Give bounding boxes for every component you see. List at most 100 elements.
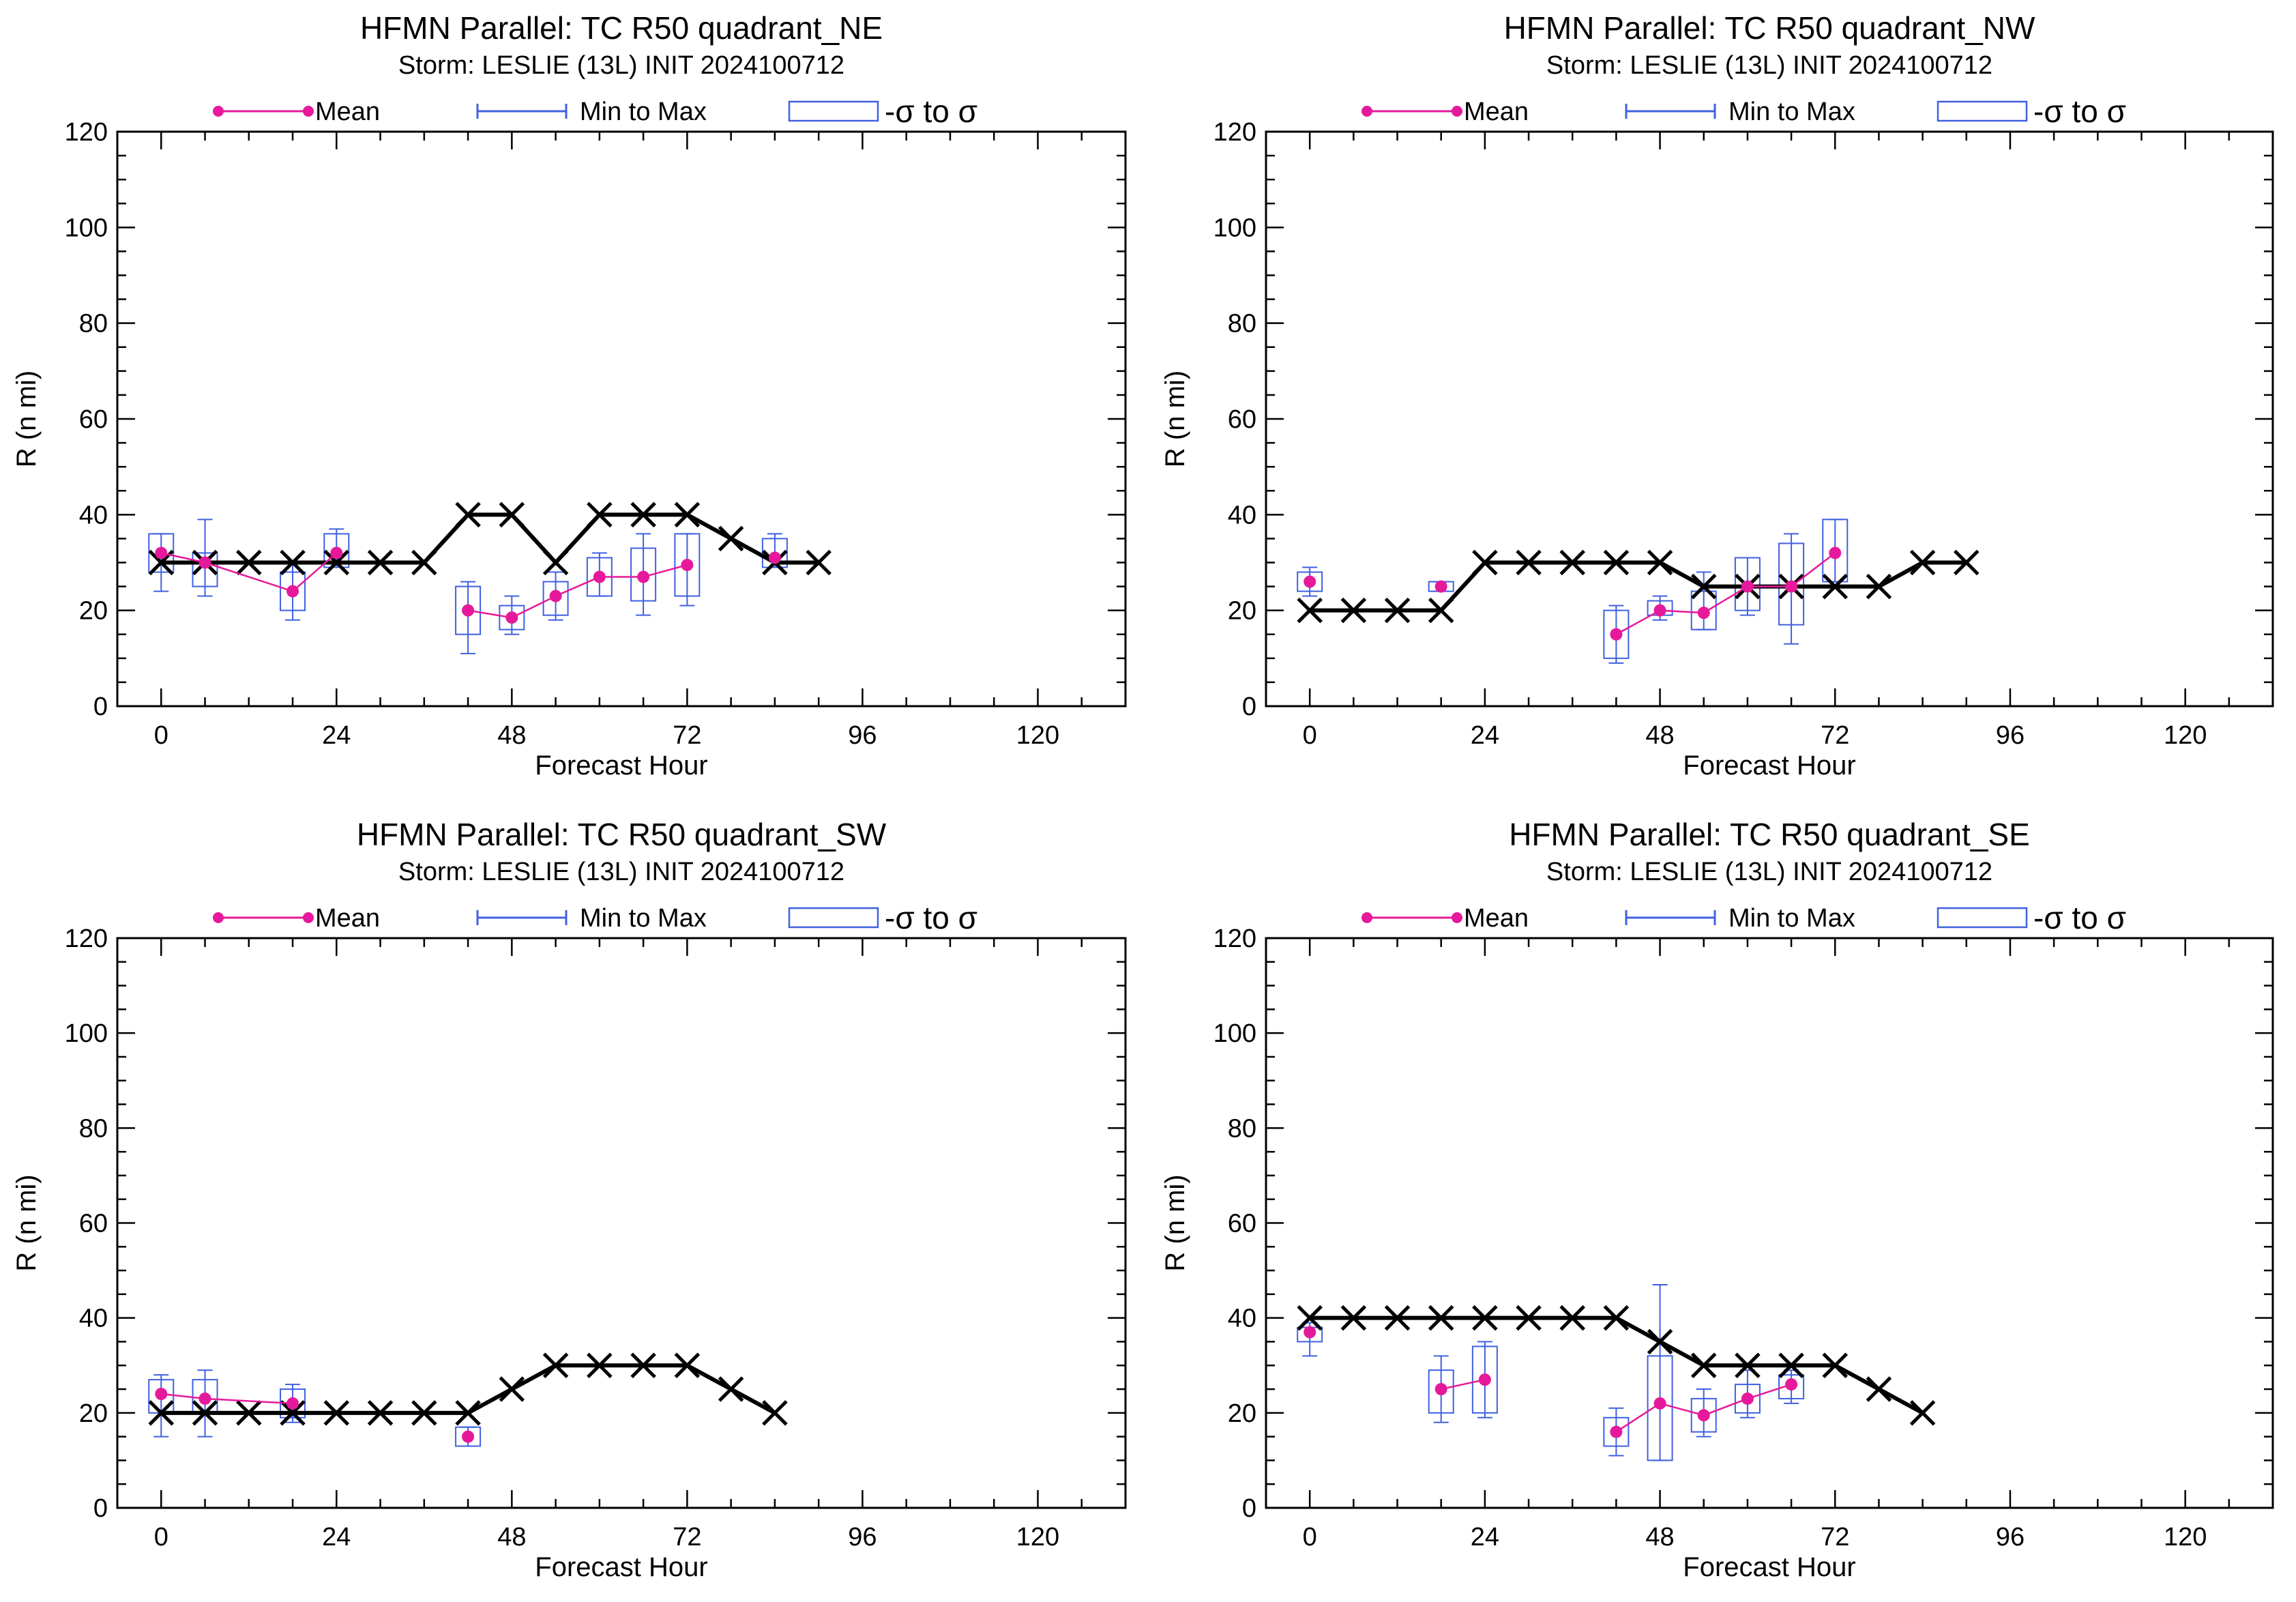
x-marker-stroke bbox=[236, 1400, 262, 1426]
mean-series bbox=[768, 551, 781, 564]
x-marker-stroke bbox=[718, 525, 744, 552]
best-track-marker bbox=[630, 501, 656, 528]
best-track-marker bbox=[718, 1376, 744, 1402]
x-marker-stroke bbox=[280, 549, 306, 576]
sigma-box bbox=[323, 533, 350, 568]
x-marker-stroke bbox=[455, 501, 481, 528]
mean-point bbox=[198, 556, 211, 569]
x-marker-stroke bbox=[455, 1400, 481, 1426]
box-series bbox=[1297, 519, 1849, 664]
best-track-marker bbox=[630, 1352, 656, 1379]
mean-point bbox=[768, 551, 781, 564]
sigma-box bbox=[1734, 557, 1761, 611]
x-marker-stroke bbox=[1647, 1328, 1673, 1355]
best-track-marker bbox=[1384, 1305, 1411, 1331]
x-marker-stroke bbox=[587, 1352, 613, 1379]
best-track-marker bbox=[674, 1352, 701, 1379]
best-track-marker bbox=[1428, 597, 1454, 624]
best-track-marker bbox=[455, 501, 481, 528]
sigma-box bbox=[542, 581, 569, 616]
chart-title: HFMN Parallel: TC R50 quadrant_SE bbox=[1509, 817, 2030, 852]
chart-subtitle: Storm: LESLIE (13L) INIT 2024100712 bbox=[1546, 858, 1992, 886]
y-tick-label: 0 bbox=[1242, 693, 1256, 721]
x-tick-label: 120 bbox=[1016, 721, 1059, 750]
legend-mean-marker bbox=[1362, 106, 1372, 117]
best-track-marker bbox=[236, 1400, 262, 1426]
best-track-marker bbox=[323, 1400, 350, 1426]
x-marker-stroke bbox=[1954, 549, 1979, 576]
sigma-box bbox=[1428, 1369, 1454, 1414]
best-track-series bbox=[1297, 1305, 1936, 1426]
mean-point bbox=[330, 547, 343, 559]
best-track-marker bbox=[1647, 1328, 1673, 1355]
x-marker-stroke bbox=[1603, 1305, 1630, 1331]
sigma-box bbox=[1690, 590, 1717, 630]
best-track-series bbox=[148, 1352, 788, 1426]
best-track-marker bbox=[1559, 549, 1585, 576]
mean-point bbox=[1434, 1383, 1447, 1396]
mean-series bbox=[1304, 1326, 1316, 1339]
x-marker-stroke bbox=[236, 549, 262, 576]
best-track-marker bbox=[280, 1400, 306, 1426]
legend-mean-label: Mean bbox=[1464, 98, 1529, 126]
y-tick-label: 80 bbox=[79, 310, 108, 338]
y-tick-label: 0 bbox=[1242, 1494, 1256, 1523]
legend-mean-marker bbox=[1452, 912, 1462, 923]
sigma-box bbox=[1603, 1416, 1630, 1447]
x-marker-stroke bbox=[630, 1352, 656, 1379]
x-marker-stroke bbox=[1647, 549, 1673, 576]
mean-point bbox=[1785, 580, 1798, 593]
x-axis-label: Forecast Hour bbox=[1683, 1552, 1855, 1582]
x-marker-stroke bbox=[1909, 1400, 1936, 1426]
best-track-marker bbox=[1559, 1305, 1585, 1331]
x-tick-label: 72 bbox=[673, 721, 701, 750]
legend-minmax-label: Min to Max bbox=[1728, 98, 1855, 126]
best-track-marker bbox=[542, 549, 569, 576]
sigma-box bbox=[761, 538, 788, 568]
legend-sigma-box bbox=[788, 100, 879, 122]
mean-point bbox=[1741, 580, 1754, 593]
x-marker-stroke bbox=[1866, 573, 1892, 600]
sigma-box bbox=[192, 552, 218, 587]
x-marker-stroke bbox=[1297, 597, 1323, 624]
mean-point bbox=[1741, 1392, 1754, 1405]
best-track-marker bbox=[1909, 1400, 1936, 1426]
best-track-marker bbox=[323, 549, 350, 576]
x-marker-stroke bbox=[630, 501, 656, 528]
mean-point bbox=[1697, 607, 1710, 620]
y-tick-label: 120 bbox=[1213, 118, 1256, 147]
best-track-marker bbox=[236, 549, 262, 576]
best-track-marker bbox=[192, 1400, 218, 1426]
x-marker-stroke bbox=[1472, 549, 1498, 576]
best-track-marker bbox=[1909, 549, 1936, 576]
x-axis: 0 24 48 72 96 120 Forecast Hour bbox=[154, 132, 1083, 781]
y-tick-label: 20 bbox=[79, 597, 108, 626]
plot-frame bbox=[1265, 937, 2274, 1509]
sigma-box bbox=[1471, 1345, 1498, 1414]
y-tick-label: 20 bbox=[79, 1399, 108, 1428]
mean-series bbox=[1610, 1378, 1798, 1438]
y-tick-label: 0 bbox=[93, 693, 108, 721]
sigma-box bbox=[280, 571, 306, 611]
mean-point bbox=[505, 611, 518, 624]
x-tick-label: 24 bbox=[1471, 1523, 1499, 1552]
mean-point bbox=[1434, 580, 1447, 593]
y-axis: 0 20 40 60 80 100 120 R (n mi) bbox=[12, 118, 1125, 721]
best-track-marker bbox=[1866, 1376, 1892, 1402]
y-axis-label: R (n mi) bbox=[12, 370, 42, 467]
x-tick-label: 72 bbox=[673, 1523, 701, 1552]
x-tick-label: 96 bbox=[848, 721, 877, 750]
mean-point bbox=[1304, 575, 1316, 588]
x-tick-label: 48 bbox=[497, 1523, 526, 1552]
best-track-marker bbox=[674, 501, 701, 528]
mean-point bbox=[1653, 604, 1666, 617]
y-tick-label: 40 bbox=[79, 1305, 108, 1333]
y-tick-label: 100 bbox=[65, 1019, 108, 1048]
x-tick-label: 0 bbox=[1303, 1523, 1317, 1552]
x-marker-stroke bbox=[1690, 573, 1717, 600]
mean-series bbox=[462, 559, 694, 624]
mean-series bbox=[1610, 547, 1842, 641]
sigma-box bbox=[1778, 542, 1805, 626]
box-series bbox=[1297, 1283, 1805, 1461]
x-marker-stroke bbox=[674, 1352, 701, 1379]
